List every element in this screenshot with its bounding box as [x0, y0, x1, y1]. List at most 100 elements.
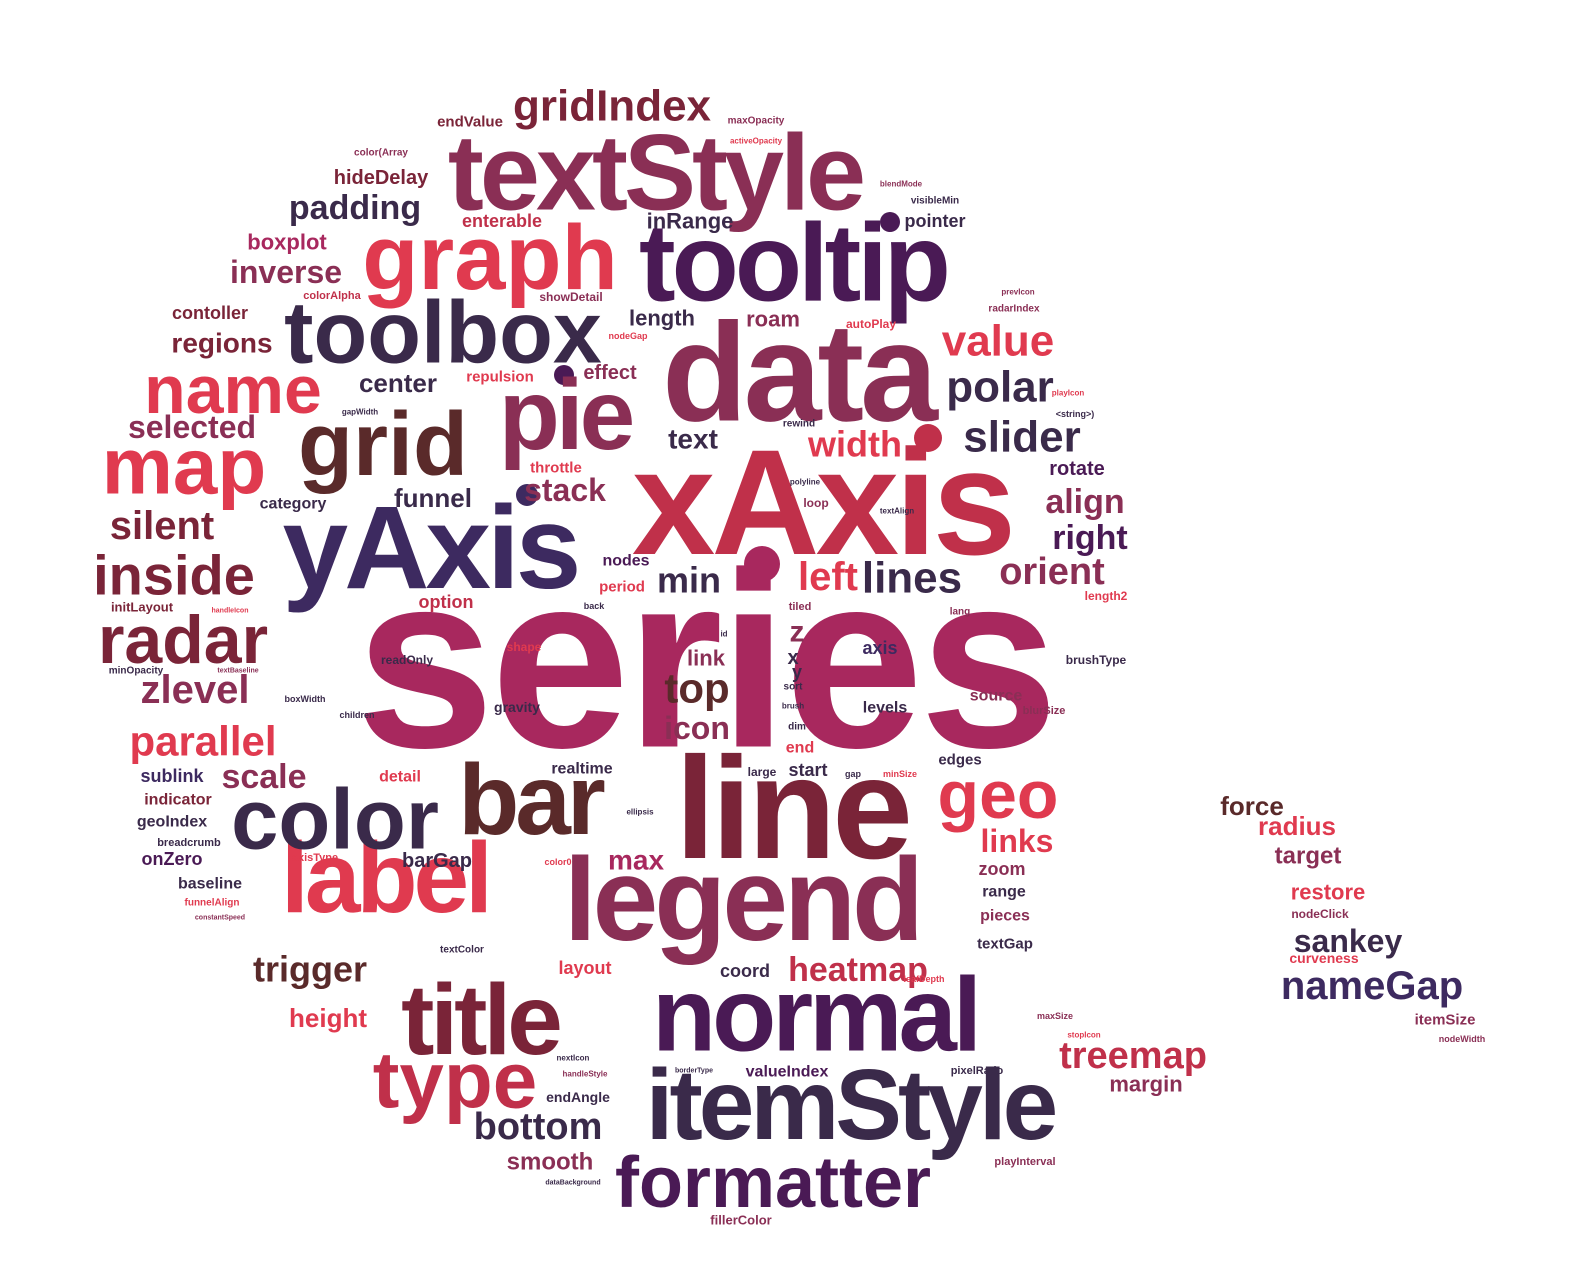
word-breadcrumb: breadcrumb [157, 837, 221, 849]
word-dim: dim [788, 722, 806, 733]
word-category: category [260, 496, 327, 513]
cloud-dot [516, 484, 538, 506]
word-lang: lang [950, 607, 971, 618]
word-rotate: rotate [1049, 458, 1105, 480]
word-gapwidth: gapWidth [342, 408, 378, 417]
word-nodewidth: nodeWidth [1439, 1034, 1485, 1044]
word-id: id [720, 630, 727, 639]
word-funnelalign: funnelAlign [185, 898, 240, 909]
word-slider: slider [963, 413, 1080, 462]
word-minopacity: minOpacity [109, 666, 164, 677]
word-yaxis: yAxis [283, 482, 578, 614]
word-sort: sort [784, 682, 804, 693]
word-nexticon: nextIcon [557, 1054, 590, 1063]
word-brush: brush [782, 702, 804, 711]
word-itemstyle: itemStyle [646, 1049, 1056, 1161]
word-bordertype: borderType [675, 1068, 713, 1075]
word-effect: effect [583, 362, 637, 384]
word-xaxis: xAxis [632, 418, 1012, 586]
word-label: label [281, 822, 489, 934]
word-onzero: onZero [142, 849, 203, 869]
word-endangle: endAngle [546, 1089, 610, 1105]
word-textalign: textAlign [880, 507, 914, 516]
word-radius: radius [1258, 811, 1336, 841]
word-coord: coord [720, 961, 770, 981]
word-color: color [231, 773, 439, 868]
word-initlayout: initLayout [111, 600, 174, 615]
word-restore: restore [1291, 880, 1366, 905]
word-fillercolor: fillerColor [710, 1213, 771, 1228]
word-playicon: playIcon [1052, 389, 1085, 398]
word-force: force [1220, 791, 1284, 821]
word-y: y [792, 662, 802, 682]
word-text: text [668, 424, 718, 455]
word-inverse: inverse [230, 254, 342, 290]
word-map: map [102, 422, 267, 511]
word-blendmode: blendMode [880, 180, 923, 189]
word-showdetail: showDetail [539, 290, 602, 304]
word-max: max [608, 845, 664, 876]
word-nodegap: nodeGap [608, 331, 648, 341]
word-target: target [1275, 843, 1342, 870]
word-pointer: pointer [905, 211, 966, 231]
word-graph: graph [362, 207, 618, 309]
word-align: align [1045, 483, 1124, 521]
word-bottom: bottom [474, 1106, 603, 1148]
word-min: min [657, 560, 721, 601]
word-pie: pie [499, 359, 633, 471]
word-pixelratio: pixelRatio [951, 1065, 1004, 1077]
word-contoller: contoller [172, 303, 248, 323]
cloud-dot [554, 365, 574, 385]
word-detail: detail [379, 769, 421, 786]
word-nodeclick: nodeClick [1291, 907, 1349, 921]
word-levels: levels [863, 700, 908, 717]
word-length: length [629, 306, 695, 331]
word-bargap: barGap [402, 850, 472, 872]
word-minsize: minSize [883, 769, 917, 779]
word-source: source [970, 688, 1023, 705]
word-orient: orient [999, 551, 1105, 593]
word-string: <string>) [1056, 409, 1095, 419]
word-textbaseline: textBaseline [217, 668, 258, 675]
word-blursize: blurSize [1023, 705, 1066, 717]
word-end: end [786, 740, 814, 757]
word-brushtype: brushType [1066, 653, 1127, 667]
word-line: line [675, 727, 909, 889]
word-autoplay: autoPlay [846, 317, 896, 331]
word-leafdepth: leafDepth [903, 974, 944, 984]
word-data: data [662, 294, 939, 451]
word-boxplot: boxplot [247, 230, 327, 255]
word-databackground: dataBackground [545, 1180, 600, 1187]
word-grid: grid [298, 395, 468, 495]
word-height: height [289, 1003, 367, 1033]
word-large: large [748, 765, 777, 779]
word-realtime: realtime [551, 761, 612, 778]
word-selected: selected [128, 409, 256, 445]
word-gravity: gravity [494, 699, 540, 715]
word-smooth: smooth [507, 1149, 594, 1176]
word-ellipsis: ellipsis [626, 808, 654, 817]
word-stopicon: stopIcon [1067, 1031, 1100, 1040]
word-link: link [687, 646, 726, 671]
word-period: period [599, 579, 645, 596]
word-itemsize: itemSize [1415, 1012, 1476, 1029]
word-parallel: parallel [129, 718, 276, 765]
word-roam: roam [746, 307, 800, 332]
word-range: range [982, 884, 1026, 901]
cloud-dot [914, 424, 942, 452]
word-polar: polar [946, 363, 1054, 412]
cloud-dot [880, 212, 900, 232]
word-readonly: readOnly [381, 653, 433, 667]
word-toolbox: toolbox [284, 283, 602, 382]
word-icon: icon [664, 710, 730, 746]
word-gap: gap [845, 769, 862, 779]
word-heatmap: heatmap [788, 951, 928, 989]
word-children: children [339, 710, 374, 720]
word-curveness: curveness [1289, 950, 1358, 966]
word-normal: normal [652, 957, 978, 1074]
word-trigger: trigger [253, 949, 367, 990]
word-name: name [144, 352, 322, 428]
word-left: left [798, 555, 858, 599]
word-scale: scale [221, 758, 306, 796]
